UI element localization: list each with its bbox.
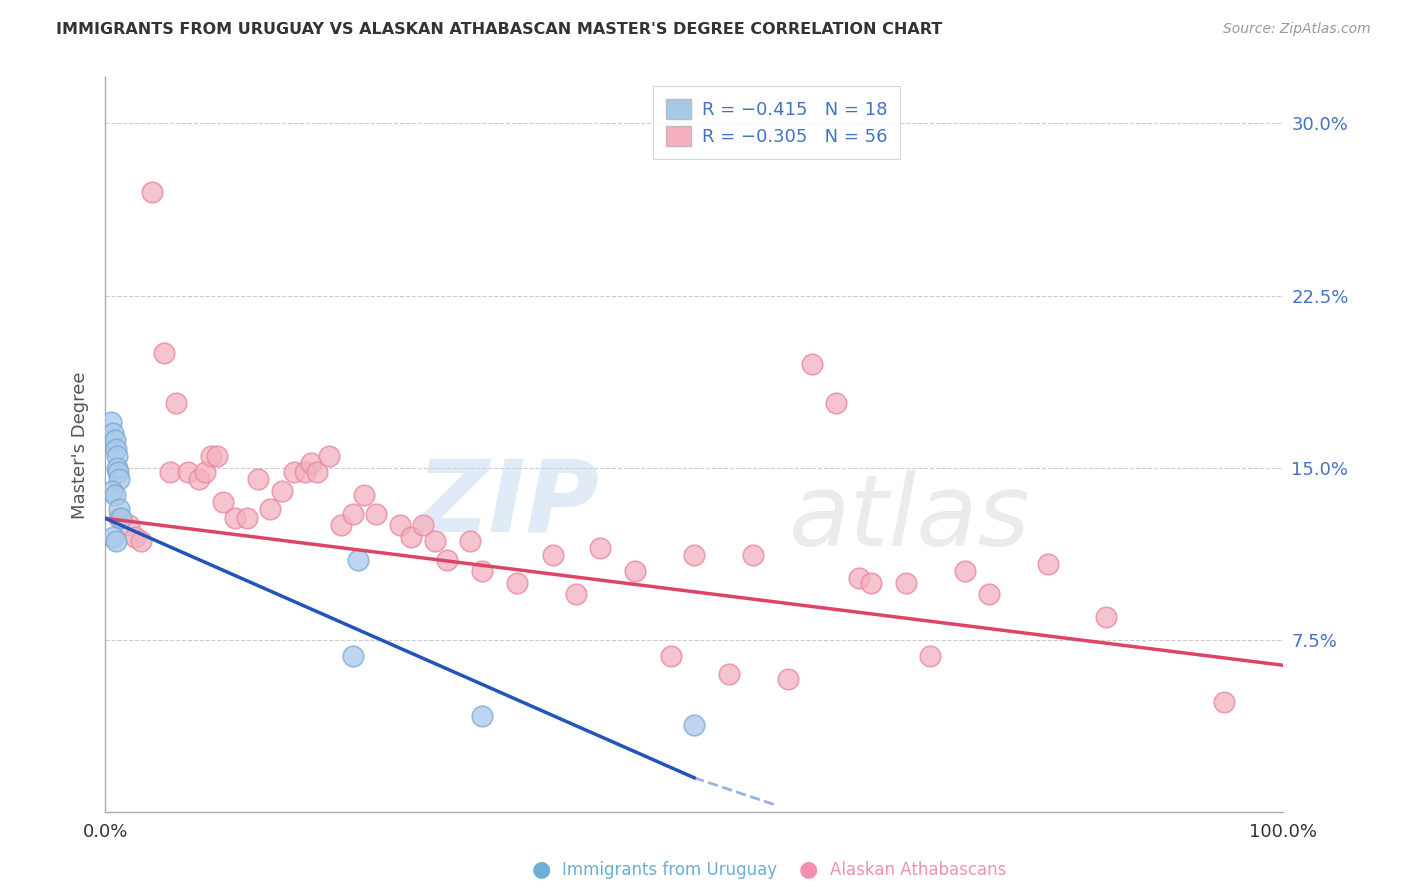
Point bbox=[541, 548, 564, 562]
Point bbox=[436, 552, 458, 566]
Point bbox=[778, 672, 800, 686]
Point bbox=[104, 534, 127, 549]
Point bbox=[194, 466, 217, 480]
Point bbox=[247, 472, 270, 486]
Point bbox=[101, 483, 124, 498]
Point bbox=[176, 466, 198, 480]
Point bbox=[977, 587, 1000, 601]
Point bbox=[342, 507, 364, 521]
Point bbox=[200, 450, 222, 464]
Text: ●: ● bbox=[531, 860, 551, 880]
Point bbox=[159, 466, 181, 480]
Point bbox=[412, 518, 434, 533]
Point bbox=[896, 575, 918, 590]
Point bbox=[471, 708, 494, 723]
Point bbox=[105, 460, 128, 475]
Point bbox=[918, 649, 941, 664]
Point bbox=[205, 450, 228, 464]
Point bbox=[683, 718, 706, 732]
Point bbox=[124, 530, 146, 544]
Point bbox=[353, 488, 375, 502]
Point bbox=[800, 358, 823, 372]
Point bbox=[342, 649, 364, 664]
Text: IMMIGRANTS FROM URUGUAY VS ALASKAN ATHABASCAN MASTER'S DEGREE CORRELATION CHART: IMMIGRANTS FROM URUGUAY VS ALASKAN ATHAB… bbox=[56, 22, 942, 37]
Point bbox=[460, 534, 482, 549]
Point bbox=[347, 552, 370, 566]
Point bbox=[659, 649, 682, 664]
Point bbox=[188, 472, 211, 486]
Text: atlas: atlas bbox=[789, 470, 1031, 566]
Point bbox=[388, 518, 411, 533]
Point bbox=[118, 518, 141, 533]
Point bbox=[107, 466, 129, 480]
Point bbox=[165, 396, 187, 410]
Point bbox=[1036, 558, 1059, 572]
Text: Alaskan Athabascans: Alaskan Athabascans bbox=[830, 861, 1005, 879]
Point bbox=[589, 541, 612, 556]
Point bbox=[1213, 695, 1236, 709]
Point bbox=[624, 564, 647, 578]
Point bbox=[259, 502, 281, 516]
Point bbox=[848, 571, 870, 585]
Point bbox=[565, 587, 588, 601]
Point bbox=[742, 548, 765, 562]
Legend: R = −0.415   N = 18, R = −0.305   N = 56: R = −0.415 N = 18, R = −0.305 N = 56 bbox=[654, 87, 900, 159]
Point bbox=[294, 466, 316, 480]
Text: Immigrants from Uruguay: Immigrants from Uruguay bbox=[562, 861, 778, 879]
Point bbox=[108, 511, 131, 525]
Point bbox=[153, 346, 176, 360]
Y-axis label: Master's Degree: Master's Degree bbox=[72, 371, 89, 518]
Point bbox=[318, 450, 340, 464]
Point bbox=[329, 518, 352, 533]
Point bbox=[103, 530, 125, 544]
Point bbox=[212, 495, 235, 509]
Point bbox=[270, 483, 292, 498]
Point bbox=[110, 511, 132, 525]
Point bbox=[100, 415, 122, 429]
Point bbox=[506, 575, 529, 590]
Point bbox=[718, 667, 741, 681]
Point bbox=[224, 511, 246, 525]
Point bbox=[108, 502, 131, 516]
Point bbox=[103, 426, 125, 441]
Text: ZIP: ZIP bbox=[418, 455, 600, 552]
Point bbox=[235, 511, 257, 525]
Point bbox=[824, 396, 846, 410]
Point bbox=[683, 548, 706, 562]
Point bbox=[401, 530, 423, 544]
Point bbox=[104, 488, 127, 502]
Point bbox=[104, 434, 127, 448]
Point bbox=[108, 472, 131, 486]
Point bbox=[299, 456, 322, 470]
Text: Source: ZipAtlas.com: Source: ZipAtlas.com bbox=[1223, 22, 1371, 37]
Point bbox=[953, 564, 976, 578]
Point bbox=[1095, 610, 1118, 624]
Point bbox=[104, 442, 127, 457]
Point bbox=[283, 466, 305, 480]
Point bbox=[366, 507, 388, 521]
Point bbox=[423, 534, 446, 549]
Text: ●: ● bbox=[799, 860, 818, 880]
Point bbox=[859, 575, 882, 590]
Point bbox=[141, 186, 163, 200]
Point bbox=[129, 534, 152, 549]
Point bbox=[105, 450, 128, 464]
Point bbox=[307, 466, 329, 480]
Point bbox=[471, 564, 494, 578]
